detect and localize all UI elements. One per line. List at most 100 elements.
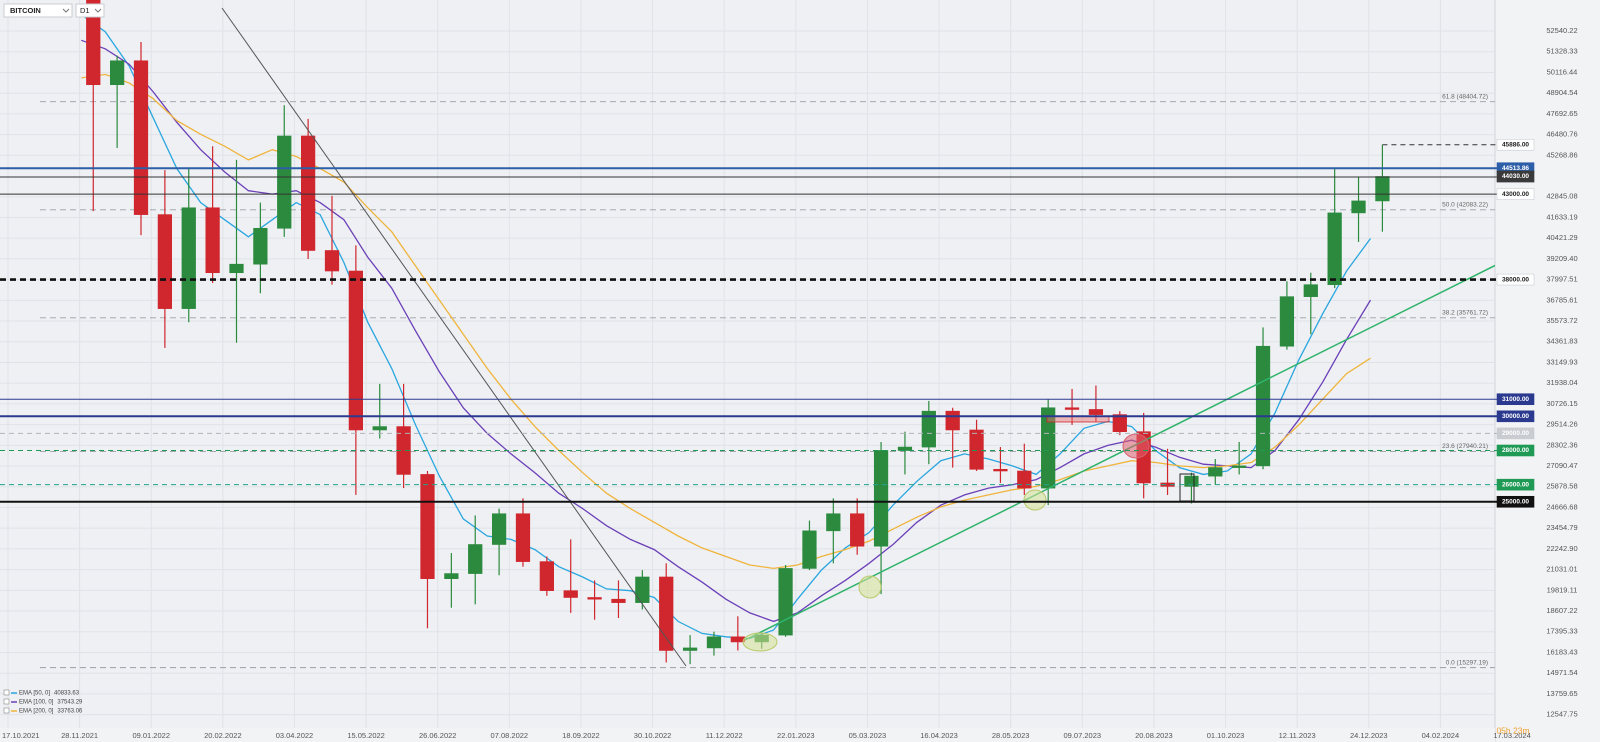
y-tick-label: 36785.61	[1546, 295, 1577, 304]
candle-body	[1112, 414, 1127, 432]
y-tick-label: 29514.26	[1546, 420, 1577, 429]
x-tick-label: 05.03.2023	[849, 731, 887, 740]
candle-body	[1088, 409, 1104, 415]
candle-body	[587, 597, 602, 600]
level-box	[1496, 444, 1535, 457]
candle-body	[205, 207, 220, 274]
x-tick-label: 22.01.2023	[777, 731, 815, 740]
candle-body	[826, 513, 841, 532]
fib-label: 38.2 (35761.72)	[1442, 310, 1488, 317]
y-tick-label: 28302.36	[1546, 440, 1577, 449]
highlight	[1122, 433, 1150, 459]
candle-body	[873, 450, 889, 547]
legend-checkbox[interactable]	[3, 698, 10, 705]
candle-body	[444, 573, 459, 579]
candle-body	[420, 474, 435, 579]
candle-body	[157, 214, 173, 309]
candle-body	[1184, 475, 1199, 487]
x-tick-label: 15.05.2022	[347, 731, 385, 740]
y-tick-label: 21031.01	[1546, 565, 1577, 574]
candle-body	[706, 636, 722, 649]
fib-label: 0.0 (15297.19)	[1446, 659, 1488, 666]
candle-body	[181, 207, 196, 309]
candle-body	[1232, 465, 1247, 468]
candle-body	[1279, 296, 1295, 347]
level-box	[1496, 393, 1535, 406]
x-tick-label: 03.04.2022	[276, 731, 314, 740]
fib-label: 61.8 (48404.72)	[1442, 93, 1488, 100]
level-box	[1496, 410, 1535, 423]
legend-value: 40833.63	[54, 691, 80, 697]
drawings	[221, 7, 1495, 667]
level-label: 45886.00	[1502, 141, 1529, 148]
candle-body	[897, 446, 913, 451]
candle-body	[682, 647, 698, 651]
level-label: 29000.00	[1502, 430, 1529, 437]
candle-body	[659, 576, 674, 651]
candle-body	[635, 576, 650, 603]
candle-body	[110, 60, 125, 85]
x-tick-label: 20.08.2023	[1135, 731, 1173, 740]
candle-body	[1064, 407, 1080, 410]
candle-body	[300, 135, 316, 251]
level-label: 26000.00	[1502, 481, 1529, 488]
x-tick-label: 24.12.2023	[1350, 731, 1388, 740]
y-tick-label: 23454.79	[1546, 523, 1577, 532]
y-tick-label: 47692.65	[1546, 109, 1577, 118]
dropdown-icon	[94, 8, 102, 13]
y-tick-label: 42845.08	[1546, 192, 1577, 201]
y-tick-label: 22242.90	[1546, 544, 1577, 553]
candle-body	[850, 513, 865, 547]
level-box	[1496, 478, 1535, 491]
candle-body	[253, 227, 268, 265]
highlight	[858, 575, 882, 599]
fib-label: 23.6 (27940.21)	[1442, 443, 1488, 450]
level-label: 30000.00	[1502, 413, 1529, 420]
x-tick-label: 16.04.2023	[920, 731, 958, 740]
y-tick-label: 31938.04	[1546, 378, 1577, 387]
legend-checkbox[interactable]	[3, 689, 10, 696]
candle-body	[133, 60, 149, 215]
candle-body	[468, 544, 483, 574]
y-tick-label: 17395.33	[1546, 627, 1577, 636]
y-tick-label: 46480.76	[1546, 130, 1577, 139]
candle-body	[611, 598, 626, 603]
y-tick-label: 19819.11	[1547, 585, 1578, 594]
candle-body	[802, 530, 817, 569]
level-label: 28000.00	[1502, 447, 1529, 454]
level-label: 31000.00	[1502, 396, 1529, 403]
legend-value: 33763.06	[57, 709, 83, 715]
y-tick-label: 45268.86	[1546, 150, 1577, 159]
x-tick-label: 28.05.2023	[992, 731, 1030, 740]
x-axis-panel	[0, 728, 1495, 742]
candle-body	[1017, 470, 1032, 489]
candle-body	[563, 590, 578, 598]
x-tick-label: 11.12.2022	[706, 731, 743, 740]
x-tick-label: 20.02.2022	[204, 731, 242, 740]
y-tick-label: 37997.51	[1546, 275, 1577, 284]
candle-body	[229, 263, 244, 274]
levels: 45886.0044513.8644000.0044030.0043000.00…	[0, 138, 1535, 508]
symbol-box[interactable]	[3, 3, 73, 18]
legend-checkbox[interactable]	[3, 707, 10, 714]
y-tick-label: 27090.47	[1546, 461, 1577, 470]
candle-body	[348, 270, 363, 431]
y-tick-label: 51328.33	[1546, 47, 1577, 56]
y-tick-label: 34361.83	[1546, 337, 1577, 346]
y-tick-label: 33149.93	[1546, 357, 1577, 366]
x-tick-label: 17.10.2021	[2, 731, 40, 740]
level-label: 44030.00	[1502, 173, 1529, 180]
level-box	[1496, 188, 1535, 200]
legend-name: EMA [200, 0]	[19, 709, 54, 715]
legend-name: EMA [100, 0]	[19, 700, 54, 706]
axes: 52540.22 51328.33 50116.44 48904.54 47692.65…	[0, 26, 1578, 742]
y-tick-label: 13759.65	[1546, 689, 1577, 698]
fib-label: 50.0 (42083.22)	[1442, 201, 1488, 208]
y-tick-label: 14971.54	[1546, 668, 1577, 677]
candle-body	[372, 426, 387, 431]
grid	[0, 0, 1495, 728]
timeframe-box[interactable]	[75, 3, 105, 18]
x-tick-label: 17.03.2024	[1493, 731, 1531, 740]
